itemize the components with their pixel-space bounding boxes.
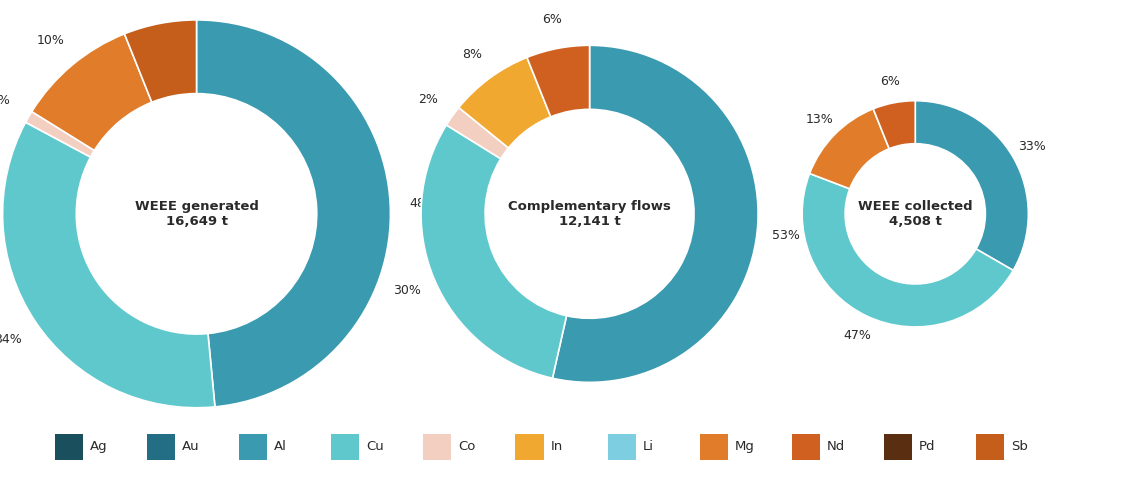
Bar (515, 434, 544, 460)
Bar (608, 434, 636, 460)
Text: WEEE generated
16,649 t: WEEE generated 16,649 t (135, 200, 258, 228)
Bar (331, 434, 359, 460)
Wedge shape (810, 109, 889, 189)
Wedge shape (125, 20, 197, 102)
Text: 13%: 13% (805, 113, 833, 126)
Bar (884, 434, 912, 460)
Bar (239, 434, 267, 460)
Text: 47%: 47% (843, 329, 871, 342)
Text: Cu: Cu (366, 440, 384, 453)
Wedge shape (31, 34, 152, 151)
Text: Au: Au (182, 440, 200, 453)
Text: Co: Co (458, 440, 475, 453)
Wedge shape (459, 57, 550, 148)
Wedge shape (915, 101, 1029, 270)
Text: 2%: 2% (419, 92, 438, 105)
Text: 53%: 53% (773, 229, 801, 243)
Text: Mg: Mg (734, 440, 755, 453)
Text: 34%: 34% (0, 333, 21, 346)
Text: 48%: 48% (409, 196, 437, 209)
Wedge shape (2, 122, 214, 408)
Bar (423, 434, 451, 460)
Text: Al: Al (274, 440, 286, 453)
Text: Nd: Nd (827, 440, 844, 453)
Text: In: In (550, 440, 563, 453)
Bar (976, 434, 1004, 460)
Wedge shape (26, 112, 94, 157)
Text: Ag: Ag (90, 440, 108, 453)
Wedge shape (874, 101, 915, 149)
Wedge shape (802, 174, 1013, 327)
Text: 1%: 1% (0, 94, 10, 107)
Bar (147, 434, 175, 460)
Text: Sb: Sb (1011, 440, 1028, 453)
Wedge shape (446, 107, 509, 159)
Text: 33%: 33% (1019, 140, 1046, 153)
Text: Pd: Pd (919, 440, 935, 453)
Bar (55, 434, 83, 460)
Text: 10%: 10% (37, 34, 65, 47)
Bar (792, 434, 820, 460)
Wedge shape (527, 45, 590, 117)
Text: WEEE collected
4,508 t: WEEE collected 4,508 t (858, 200, 973, 228)
Wedge shape (197, 20, 391, 407)
Text: 8%: 8% (463, 48, 482, 61)
Wedge shape (421, 125, 567, 378)
Text: Complementary flows
12,141 t: Complementary flows 12,141 t (508, 200, 672, 228)
Text: Li: Li (642, 440, 654, 453)
Text: 30%: 30% (393, 284, 421, 297)
Bar (700, 434, 728, 460)
Text: 6%: 6% (879, 75, 900, 88)
Text: 6%: 6% (542, 13, 562, 26)
Wedge shape (553, 45, 758, 382)
